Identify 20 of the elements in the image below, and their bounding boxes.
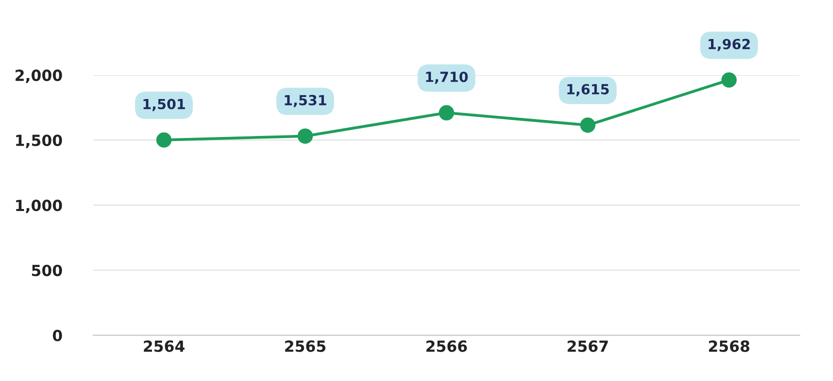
point	[438, 105, 454, 120]
x-tick-label: 2566	[426, 340, 467, 352]
text: 1,501	[144, 98, 185, 112]
text: 1,710	[426, 72, 468, 84]
point	[580, 118, 596, 133]
x-tick-label: 2567	[568, 340, 608, 352]
y-tick-label: 1,000	[16, 200, 62, 214]
text: 1,531	[284, 94, 326, 108]
y-tick-label: 500	[32, 264, 62, 276]
text: 1,615	[567, 84, 609, 96]
text: 1,962	[708, 38, 750, 52]
x-tick-label: 2564	[144, 340, 184, 352]
y-tick-label: 0	[52, 330, 62, 342]
point	[298, 128, 313, 144]
x-tick-label: 2565	[285, 340, 326, 352]
point	[721, 72, 737, 88]
x-tick-label: 2568	[708, 340, 750, 352]
point	[156, 132, 172, 148]
y-tick-label: 1,500	[16, 134, 62, 148]
y-tick-label: 2,000	[16, 70, 62, 84]
